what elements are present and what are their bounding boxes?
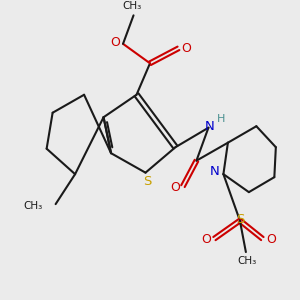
Text: S: S [143, 175, 151, 188]
Text: N: N [210, 165, 220, 178]
Text: O: O [266, 233, 276, 246]
Text: H: H [217, 114, 225, 124]
Text: O: O [111, 36, 121, 49]
Text: CH₃: CH₃ [122, 2, 142, 11]
Text: O: O [170, 181, 180, 194]
Text: S: S [236, 213, 245, 226]
Text: CH₃: CH₃ [238, 256, 257, 266]
Text: O: O [201, 233, 211, 246]
Text: N: N [205, 120, 215, 133]
Text: CH₃: CH₃ [23, 201, 42, 211]
Text: O: O [181, 42, 191, 55]
